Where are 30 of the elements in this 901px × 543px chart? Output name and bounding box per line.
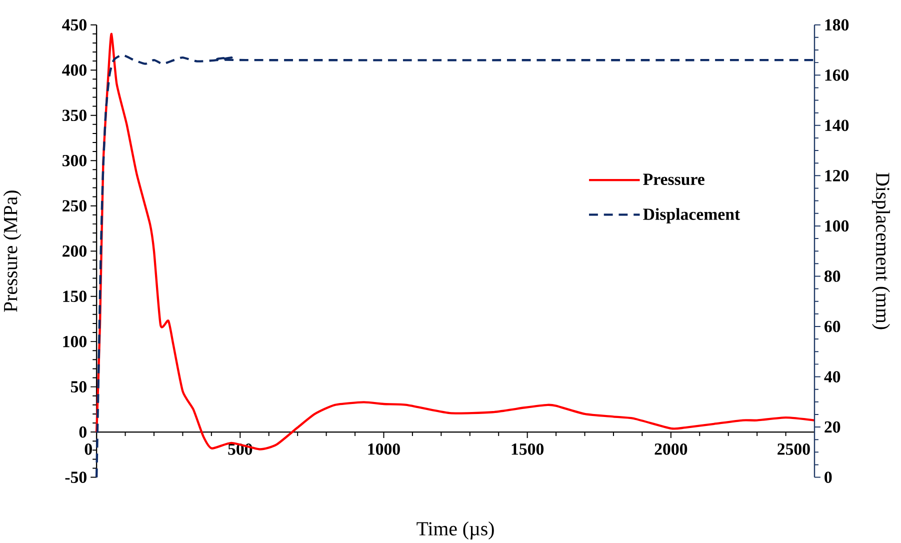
x-tick-label: 1000 — [368, 444, 400, 455]
y-tick-label: 200 — [62, 246, 86, 257]
y2-tick-label: 100 — [825, 220, 849, 232]
y2-tick-label: 40 — [824, 371, 840, 383]
legend-label: Pressure — [643, 174, 704, 186]
y2-tick-label: 80 — [824, 270, 840, 282]
x-tick-label: 2000 — [654, 444, 688, 455]
y2-tick-label: 160 — [825, 70, 849, 81]
y2-tick-label: 60 — [824, 320, 840, 332]
x-axis-title: Time (µs) — [416, 522, 494, 540]
legend-label: Displacement — [643, 208, 740, 224]
y-tick-label: 0 — [79, 426, 86, 438]
y-tick-label: 300 — [62, 155, 86, 166]
y2-axis-title: Displacement (mm) — [872, 172, 890, 330]
y-tick-label: 250 — [62, 200, 86, 212]
y-axis-title: Pressure (MPa) — [3, 190, 22, 312]
y-tick-label: 100 — [63, 336, 86, 348]
x-tick-label: 1500 — [512, 444, 544, 455]
x-tick-label: 2500 — [778, 444, 810, 455]
y2-tick-label: 180 — [825, 19, 849, 31]
y2-tick-label: 20 — [824, 421, 840, 433]
y-tick-label: 450 — [62, 19, 86, 31]
y-tick-label: 350 — [62, 110, 86, 122]
y2-tick-label: 140 — [825, 120, 849, 132]
y-tick-label: 150 — [63, 290, 86, 302]
y2-tick-label: 120 — [825, 170, 849, 182]
y-tick-label: 400 — [62, 64, 86, 76]
y2-tick-label: 0 — [824, 472, 832, 484]
y-tick-label: -50 — [65, 472, 86, 484]
y-tick-label: 50 — [70, 381, 86, 393]
